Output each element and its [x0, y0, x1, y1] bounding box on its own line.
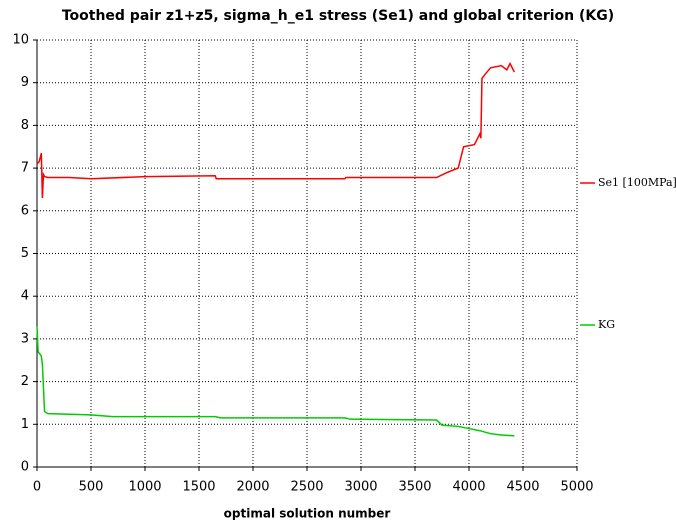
y-tick-label: 6	[21, 203, 29, 218]
y-tick-label: 10	[12, 33, 29, 48]
x-tick-label: 4500	[506, 480, 539, 495]
legend-label: KG	[598, 318, 615, 331]
y-tick-label: 7	[21, 161, 29, 176]
y-tick-label: 8	[21, 118, 29, 133]
x-tick-label: 2000	[236, 480, 269, 495]
y-tick-label: 5	[21, 246, 29, 261]
y-tick-label: 0	[21, 460, 29, 475]
x-tick-label: 3000	[344, 480, 377, 495]
x-axis-label: optimal solution number	[224, 507, 391, 521]
x-tick-label: 1500	[182, 480, 215, 495]
legend-label: Se1 [100MPa]	[598, 176, 676, 189]
series-line	[36, 326, 515, 437]
x-tick-label: 1000	[128, 480, 161, 495]
y-tick-label: 1	[21, 417, 29, 432]
y-tick-label: 9	[21, 75, 29, 90]
y-tick-label: 3	[21, 331, 29, 346]
x-tick-label: 3500	[398, 480, 431, 495]
x-tick-label: 500	[79, 480, 104, 495]
x-tick-label: 5000	[560, 480, 593, 495]
x-tick-label: 0	[33, 480, 41, 495]
series-line	[36, 61, 516, 199]
y-tick-label: 2	[21, 374, 29, 389]
chart-title: Toothed pair z1+z5, sigma_h_e1 stress (S…	[62, 8, 614, 24]
x-tick-label: 4000	[452, 480, 485, 495]
x-tick-label: 2500	[290, 480, 323, 495]
y-tick-label: 4	[21, 289, 29, 304]
